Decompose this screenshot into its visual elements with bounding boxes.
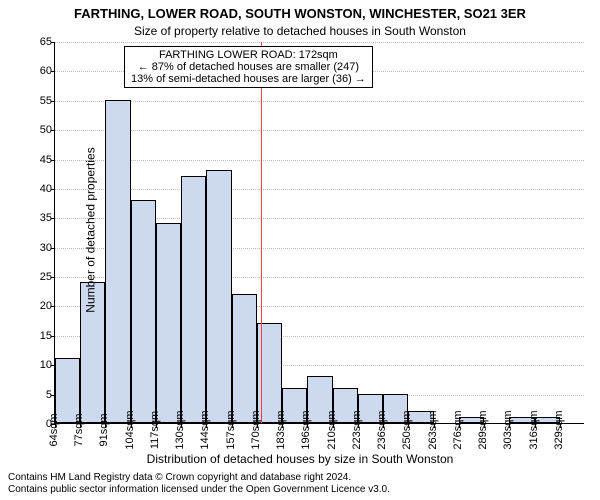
xtick-label: 250sqm: [401, 410, 413, 449]
ytick-label: 60: [22, 65, 52, 77]
ytick-label: 45: [22, 154, 52, 166]
histogram-bar: [105, 100, 130, 423]
histogram-bar: [181, 176, 206, 423]
ytick-label: 5: [22, 389, 52, 401]
annotation-line: FARTHING LOWER ROAD: 172sqm: [131, 49, 366, 61]
ytick-label: 25: [22, 271, 52, 283]
histogram-bar: [131, 200, 156, 423]
xtick-label: 276sqm: [452, 410, 464, 449]
ytick-label: 10: [22, 359, 52, 371]
footer-attribution: Contains HM Land Registry data © Crown c…: [8, 472, 592, 496]
histogram-bar: [156, 223, 181, 423]
xtick-label: 196sqm: [300, 410, 312, 449]
gridline: [55, 189, 584, 190]
xtick-label: 303sqm: [502, 410, 514, 449]
histogram-chart: FARTHING, LOWER ROAD, SOUTH WONSTON, WIN…: [0, 0, 600, 500]
xtick-label: 130sqm: [174, 410, 186, 449]
annotation-line: ← 87% of detached houses are smaller (24…: [131, 61, 366, 73]
xtick-label: 263sqm: [427, 410, 439, 449]
gridline: [55, 160, 584, 161]
xtick-label: 77sqm: [73, 413, 85, 446]
plot-area: [54, 42, 584, 424]
ytick-label: 30: [22, 242, 52, 254]
xtick-label: 91sqm: [98, 413, 110, 446]
xtick-label: 64sqm: [48, 413, 60, 446]
gridline: [55, 101, 584, 102]
xtick-label: 210sqm: [326, 410, 338, 449]
xtick-label: 329sqm: [553, 410, 565, 449]
xtick-label: 223sqm: [351, 410, 363, 449]
footer-line-2: Contains public sector information licen…: [8, 484, 592, 496]
ytick-label: 55: [22, 95, 52, 107]
chart-title: FARTHING, LOWER ROAD, SOUTH WONSTON, WIN…: [0, 6, 600, 21]
histogram-bar: [232, 294, 257, 423]
ytick-label: 40: [22, 183, 52, 195]
xtick-label: 236sqm: [376, 410, 388, 449]
xtick-label: 170sqm: [250, 410, 262, 449]
ytick-label: 35: [22, 212, 52, 224]
histogram-bar: [206, 170, 231, 423]
ytick-label: 20: [22, 300, 52, 312]
xtick-label: 117sqm: [149, 411, 161, 449]
xtick-label: 289sqm: [477, 410, 489, 449]
ytick-label: 50: [22, 124, 52, 136]
xtick-label: 104sqm: [124, 410, 136, 449]
xtick-label: 316sqm: [528, 410, 540, 449]
gridline: [55, 130, 584, 131]
annotation-box: FARTHING LOWER ROAD: 172sqm← 87% of deta…: [124, 46, 373, 88]
marker-line: [261, 42, 262, 423]
ytick-label: 65: [22, 36, 52, 48]
chart-subtitle: Size of property relative to detached ho…: [0, 24, 600, 38]
ytick-label: 15: [22, 330, 52, 342]
xtick-label: 157sqm: [225, 410, 237, 449]
y-axis-label: Number of detached properties: [84, 147, 98, 312]
annotation-line: 13% of semi-detached houses are larger (…: [131, 73, 366, 85]
x-axis-label: Distribution of detached houses by size …: [0, 452, 600, 466]
footer-line-1: Contains HM Land Registry data © Crown c…: [8, 472, 592, 484]
xtick-label: 183sqm: [275, 410, 287, 449]
xtick-label: 144sqm: [199, 410, 211, 449]
gridline: [55, 42, 584, 43]
